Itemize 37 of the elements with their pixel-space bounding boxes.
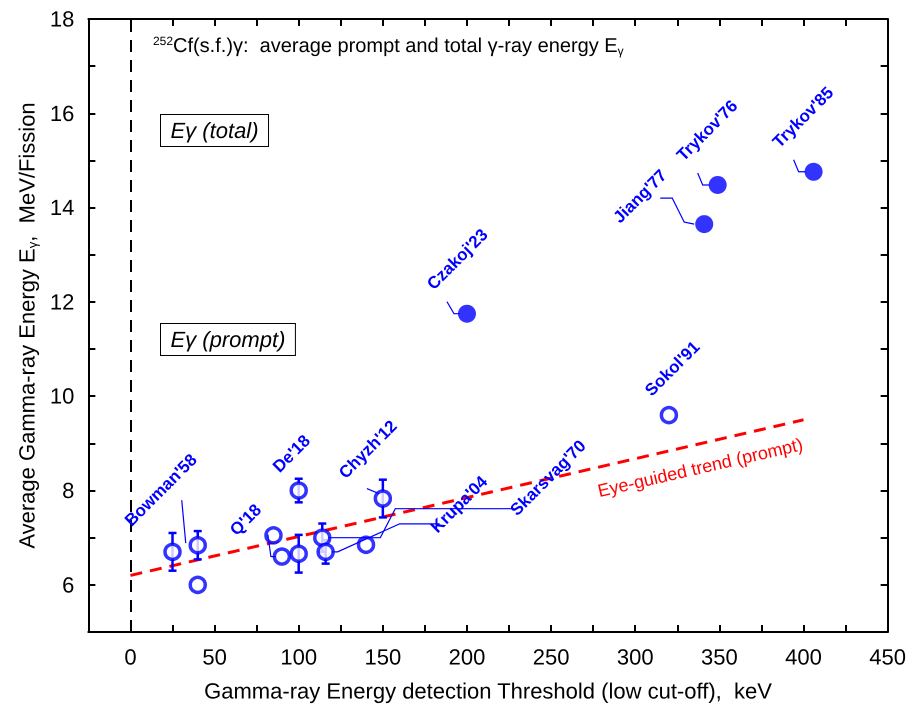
point [264, 526, 283, 545]
y-axis-title: Average Gamma-ray Energy Eγ, MeV/Fission [14, 102, 40, 549]
x-tick-label: 150 [364, 644, 402, 670]
x-tick-label: 50 [202, 644, 227, 670]
y-tick-label: 14 [50, 195, 74, 220]
point [804, 162, 823, 181]
point [289, 481, 308, 500]
x-tick-label: 400 [785, 644, 822, 670]
x-tick-label: 350 [701, 644, 738, 670]
x-tick-label: 0 [124, 644, 137, 670]
x-tick-label: 300 [616, 644, 654, 670]
point [660, 406, 678, 424]
point [316, 542, 335, 562]
point [188, 576, 207, 594]
y-tick-label: 16 [50, 100, 74, 126]
y-tick-label: 6 [62, 572, 74, 598]
annotation: Eγ (total) [170, 118, 259, 143]
point [356, 536, 376, 554]
point [695, 215, 714, 234]
x-tick-label: 250 [532, 644, 570, 670]
point [188, 536, 207, 554]
y-tick-label: 8 [62, 478, 74, 504]
x-tick-label: 100 [280, 644, 318, 670]
point [708, 176, 727, 194]
point [163, 542, 182, 562]
point [374, 489, 392, 508]
annotation: Eγ (prompt) [170, 327, 286, 352]
y-tick-label: 12 [50, 289, 74, 314]
point [272, 547, 292, 566]
y-tick-label: 10 [50, 384, 74, 409]
x-tick-label: 450 [869, 644, 906, 670]
x-tick-label: 200 [448, 644, 486, 670]
point [313, 528, 332, 547]
y-tick-label: 18 [50, 6, 74, 32]
point [289, 544, 308, 563]
x-axis-title: Gamma-ray Energy detection Threshold (low cut-off), keV [204, 678, 772, 704]
point [458, 304, 476, 323]
